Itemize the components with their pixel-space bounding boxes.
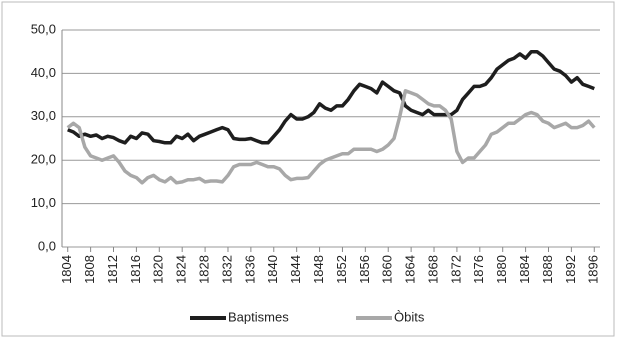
x-tick-label: 1852 (334, 255, 349, 284)
x-tick-label: 1856 (357, 255, 372, 284)
x-tick-label: 1896 (586, 255, 601, 284)
x-tick-label: 1864 (403, 255, 418, 284)
x-tick-label: 1884 (517, 255, 532, 284)
x-tick-label: 1888 (540, 255, 555, 284)
x-tick-label: 1832 (219, 255, 234, 284)
x-tick-label: 1892 (563, 255, 578, 284)
x-tick-label: 1840 (265, 255, 280, 284)
x-tick-label: 1876 (471, 255, 486, 284)
x-tick-label: 1808 (82, 255, 97, 284)
y-tick-label: 30,0 (31, 108, 56, 123)
y-tick-label: 10,0 (31, 195, 56, 210)
x-tick-label: 1816 (128, 255, 143, 284)
x-tick-label: 1860 (380, 255, 395, 284)
legend-label: Òbits (394, 309, 425, 324)
x-tick-label: 1828 (197, 255, 212, 284)
x-tick-label: 1820 (151, 255, 166, 284)
x-tick-label: 1804 (59, 255, 74, 284)
legend-label: Baptismes (228, 309, 289, 324)
x-tick-label: 1836 (242, 255, 257, 284)
x-tick-label: 1844 (288, 255, 303, 284)
x-tick-label: 1824 (174, 255, 189, 284)
x-tick-label: 1868 (425, 255, 440, 284)
y-tick-label: 50,0 (31, 21, 56, 36)
y-tick-label: 0,0 (38, 238, 56, 253)
data-line (67, 49, 595, 145)
x-tick-label: 1812 (105, 255, 120, 284)
x-tick-label: 1880 (494, 255, 509, 284)
data-line (66, 89, 596, 185)
y-tick-label: 20,0 (31, 152, 56, 167)
y-tick-label: 40,0 (31, 65, 56, 80)
x-tick-label: 1848 (311, 255, 326, 284)
x-tick-label: 1872 (448, 255, 463, 284)
